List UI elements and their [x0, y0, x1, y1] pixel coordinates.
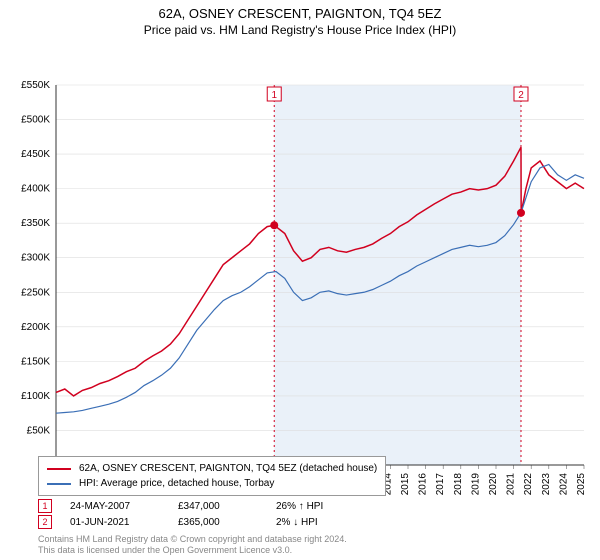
- chart-title: 62A, OSNEY CRESCENT, PAIGNTON, TQ4 5EZ: [0, 0, 600, 21]
- svg-text:£550K: £550K: [21, 80, 50, 91]
- footer-line: Contains HM Land Registry data © Crown c…: [38, 534, 347, 545]
- legend-swatch: [47, 468, 71, 470]
- svg-text:2016: 2016: [418, 473, 429, 496]
- svg-text:£300K: £300K: [21, 253, 50, 264]
- svg-text:2024: 2024: [558, 473, 569, 496]
- event-delta: 26% ↑ HPI: [276, 501, 323, 512]
- footer-line: This data is licensed under the Open Gov…: [38, 545, 347, 556]
- svg-text:2021: 2021: [506, 473, 517, 496]
- svg-text:£500K: £500K: [21, 115, 50, 126]
- svg-text:£200K: £200K: [21, 322, 50, 333]
- event-row: 2 01-JUN-2021 £365,000 2% ↓ HPI: [38, 514, 323, 530]
- svg-text:£250K: £250K: [21, 287, 50, 298]
- event-date: 24-MAY-2007: [70, 501, 160, 512]
- footer-attribution: Contains HM Land Registry data © Crown c…: [38, 534, 347, 556]
- svg-text:1: 1: [271, 90, 277, 101]
- event-marker-icon: 2: [38, 515, 52, 529]
- chart-subtitle: Price paid vs. HM Land Registry's House …: [0, 21, 600, 41]
- legend-label: HPI: Average price, detached house, Torb…: [79, 476, 274, 491]
- svg-text:£400K: £400K: [21, 184, 50, 195]
- svg-text:2017: 2017: [435, 473, 446, 496]
- svg-text:2019: 2019: [470, 473, 481, 496]
- svg-text:2: 2: [518, 90, 524, 101]
- legend-label: 62A, OSNEY CRESCENT, PAIGNTON, TQ4 5EZ (…: [79, 461, 377, 476]
- legend-item: HPI: Average price, detached house, Torb…: [47, 476, 377, 491]
- legend: 62A, OSNEY CRESCENT, PAIGNTON, TQ4 5EZ (…: [38, 456, 386, 496]
- event-price: £365,000: [178, 517, 258, 528]
- svg-text:2015: 2015: [400, 473, 411, 496]
- svg-text:£100K: £100K: [21, 391, 50, 402]
- legend-item: 62A, OSNEY CRESCENT, PAIGNTON, TQ4 5EZ (…: [47, 461, 377, 476]
- svg-text:2023: 2023: [541, 473, 552, 496]
- svg-text:2020: 2020: [488, 473, 499, 496]
- legend-swatch: [47, 483, 71, 485]
- svg-text:2025: 2025: [576, 473, 587, 496]
- svg-text:£50K: £50K: [27, 425, 51, 436]
- svg-text:£150K: £150K: [21, 356, 50, 367]
- line-chart: £0£50K£100K£150K£200K£250K£300K£350K£400…: [0, 41, 600, 497]
- events-table: 1 24-MAY-2007 £347,000 26% ↑ HPI 2 01-JU…: [38, 498, 323, 530]
- event-row: 1 24-MAY-2007 £347,000 26% ↑ HPI: [38, 498, 323, 514]
- svg-text:2018: 2018: [453, 473, 464, 496]
- event-marker-icon: 1: [38, 499, 52, 513]
- event-price: £347,000: [178, 501, 258, 512]
- svg-text:2022: 2022: [523, 473, 534, 496]
- svg-text:£350K: £350K: [21, 218, 50, 229]
- chart-container: 62A, OSNEY CRESCENT, PAIGNTON, TQ4 5EZ P…: [0, 0, 600, 560]
- svg-text:£450K: £450K: [21, 149, 50, 160]
- event-date: 01-JUN-2021: [70, 517, 160, 528]
- event-delta: 2% ↓ HPI: [276, 517, 318, 528]
